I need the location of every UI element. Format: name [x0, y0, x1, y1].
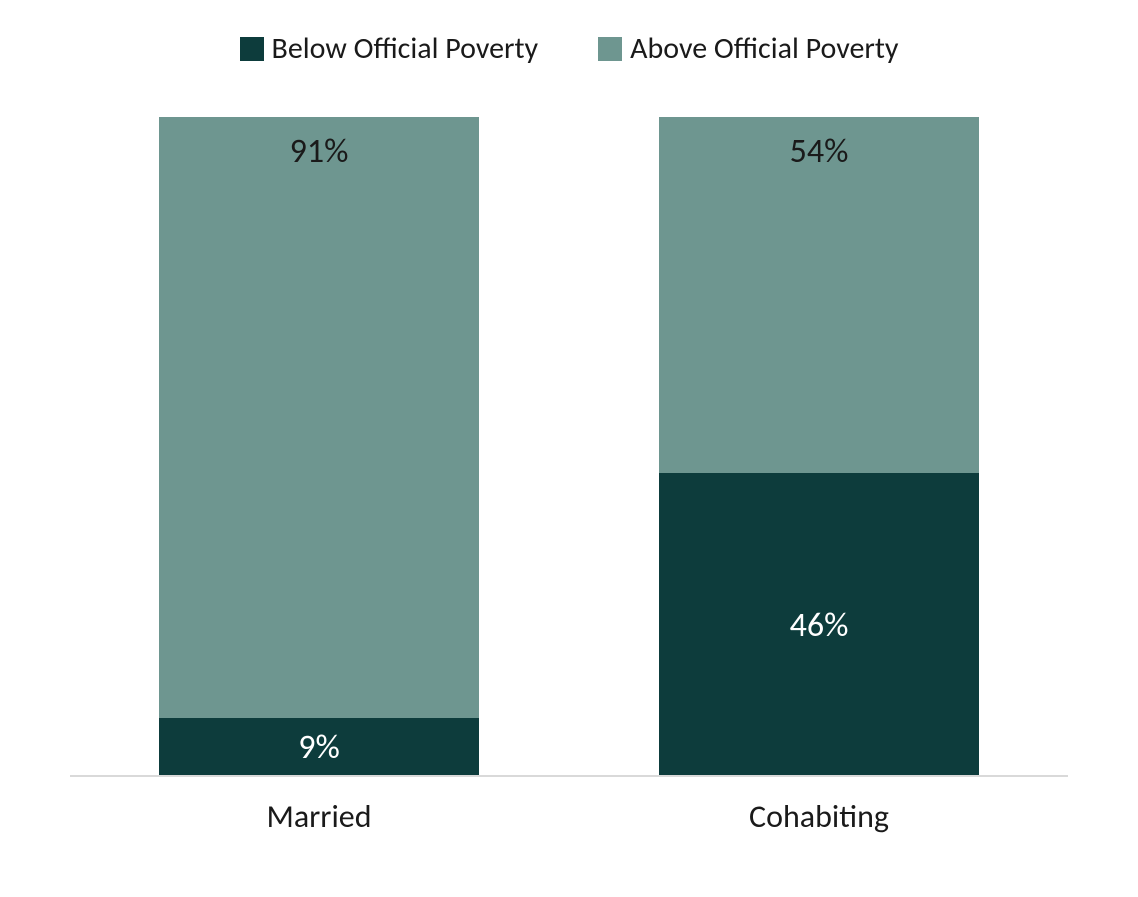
legend-label-below: Below Official Poverty — [272, 30, 539, 67]
segment-above: 91% — [159, 117, 479, 718]
category-label-married: Married — [159, 797, 479, 857]
poverty-stacked-bar-chart: Below Official Poverty Above Official Po… — [0, 0, 1138, 897]
legend-item-below: Below Official Poverty — [240, 30, 539, 67]
value-label: 46% — [790, 605, 849, 646]
segment-above: 54% — [659, 117, 979, 473]
legend-item-above: Above Official Poverty — [598, 30, 898, 67]
value-label: 9% — [298, 727, 340, 768]
bar-stack: 91% 9% — [159, 117, 479, 777]
value-label: 54% — [790, 131, 849, 172]
segment-below: 9% — [159, 718, 479, 777]
value-label: 91% — [290, 131, 349, 172]
bar-stack: 54% 46% — [659, 117, 979, 777]
plot-area: 91% 9% 54% 46% — [40, 97, 1098, 777]
x-axis-baseline — [70, 775, 1068, 777]
legend-label-above: Above Official Poverty — [630, 30, 898, 67]
legend: Below Official Poverty Above Official Po… — [240, 30, 899, 67]
category-label-cohabiting: Cohabiting — [659, 797, 979, 857]
legend-swatch-above — [598, 37, 622, 61]
category-axis-labels: Married Cohabiting — [40, 797, 1098, 857]
bar-married: 91% 9% — [159, 117, 479, 777]
segment-below: 46% — [659, 473, 979, 777]
bar-cohabiting: 54% 46% — [659, 117, 979, 777]
legend-swatch-below — [240, 37, 264, 61]
